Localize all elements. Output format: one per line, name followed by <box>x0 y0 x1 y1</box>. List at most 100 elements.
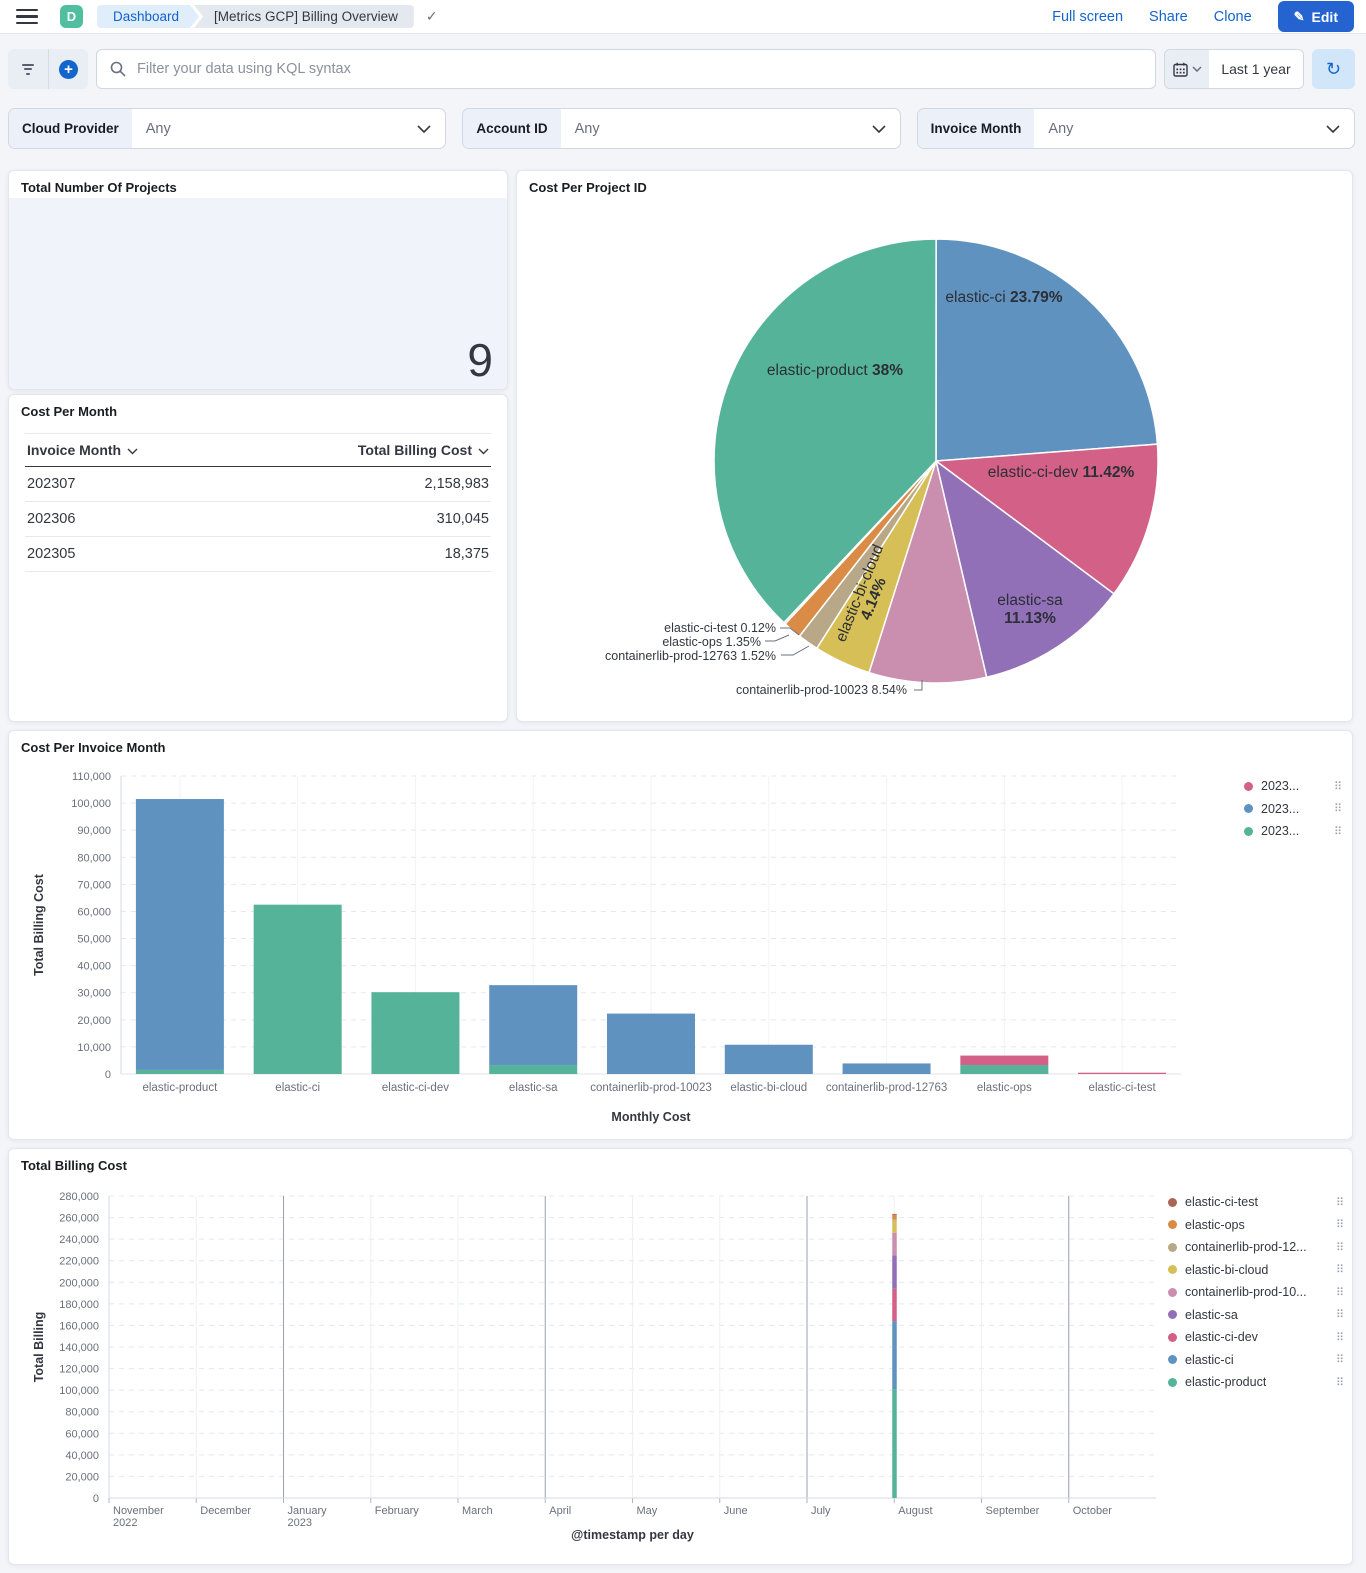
ts-segment-elastic-sa[interactable] <box>892 1255 897 1289</box>
filter-invoice-month[interactable]: Invoice Month Any <box>916 108 1355 149</box>
bar-chart-legend: 2023... ⠿ 2023... ⠿ 2023... ⠿ <box>1244 779 1342 838</box>
filter-cloud-provider[interactable]: Cloud Provider Any <box>8 108 447 149</box>
chevron-down-icon <box>1326 124 1354 133</box>
kql-search-input[interactable] <box>97 50 1155 88</box>
ts-segment-elastic-ops[interactable] <box>892 1214 897 1220</box>
filter-account-id[interactable]: Account ID Any <box>462 108 901 149</box>
svg-text:elastic-ci 23.79%: elastic-ci 23.79% <box>945 289 1062 306</box>
ts-legend-item[interactable]: containerlib-prod-10... ⠿ <box>1168 1285 1344 1299</box>
svg-text:60,000: 60,000 <box>77 906 111 918</box>
date-picker-calendar-button[interactable] <box>1165 50 1209 88</box>
breadcrumb-dashboard[interactable]: Dashboard <box>97 5 199 28</box>
legend-color-dot <box>1168 1197 1177 1207</box>
ts-segment-containerlib-prod-10023[interactable] <box>892 1232 897 1256</box>
legend-actions-icon[interactable]: ⠿ <box>1333 803 1342 815</box>
bar-containerlib-prod-10023[interactable] <box>607 1013 695 1074</box>
filter-icon <box>22 63 34 75</box>
bar-elastic-sa[interactable] <box>489 1065 578 1074</box>
add-filter-button[interactable]: + <box>48 49 88 89</box>
svg-text:June: June <box>724 1505 748 1517</box>
bar-legend-item[interactable]: 2023... ⠿ <box>1244 802 1342 816</box>
ts-legend-item[interactable]: elastic-product ⠿ <box>1168 1375 1344 1389</box>
full-screen-link[interactable]: Full screen <box>1052 8 1124 25</box>
legend-actions-icon[interactable]: ⠿ <box>1335 1241 1344 1254</box>
svg-text:2022: 2022 <box>113 1517 137 1529</box>
cost-per-month-table: Invoice Month Total Billing Cost 202307 2… <box>25 433 491 572</box>
bar-elastic-ci[interactable] <box>253 904 342 1074</box>
bar-containerlib-prod-12763[interactable] <box>842 1063 931 1074</box>
bar-legend-item[interactable]: 2023... ⠿ <box>1244 779 1342 793</box>
filter-button-group: + <box>8 49 88 89</box>
svg-text:10,000: 10,000 <box>77 1042 111 1054</box>
column-header-label: Invoice Month <box>27 442 122 458</box>
column-header-invoice-month[interactable]: Invoice Month <box>25 433 240 467</box>
ts-legend-item[interactable]: elastic-ci ⠿ <box>1168 1353 1344 1367</box>
share-link[interactable]: Share <box>1149 8 1188 25</box>
svg-text:260,000: 260,000 <box>59 1213 99 1225</box>
pie-slice-elastic-ci[interactable] <box>935 238 1159 462</box>
panel-title: Cost Per Month <box>21 404 118 419</box>
legend-actions-icon[interactable]: ⠿ <box>1333 825 1342 838</box>
legend-actions-icon[interactable]: ⠿ <box>1335 1309 1344 1321</box>
pie-slice-elastic-product[interactable] <box>713 238 937 624</box>
bar-elastic-ci-test[interactable] <box>1078 1072 1167 1074</box>
menu-toggle-button[interactable] <box>16 9 38 24</box>
time-range-value[interactable]: Last 1 year <box>1209 50 1303 88</box>
ts-segment-elastic-product[interactable] <box>892 1389 897 1498</box>
legend-actions-icon[interactable]: ⠿ <box>1335 1376 1344 1389</box>
bar-elastic-ops[interactable] <box>960 1055 1049 1066</box>
clone-link[interactable]: Clone <box>1213 8 1252 25</box>
bar-legend-item[interactable]: 2023... ⠿ <box>1244 824 1342 838</box>
ts-legend-item[interactable]: elastic-ci-dev ⠿ <box>1168 1330 1344 1344</box>
svg-text:elastic-sa: elastic-sa <box>997 592 1063 609</box>
edit-button[interactable]: ✎ Edit <box>1277 1 1354 32</box>
legend-label: elastic-ci <box>1185 1352 1234 1367</box>
legend-actions-icon[interactable]: ⠿ <box>1335 1286 1344 1299</box>
bar-elastic-sa[interactable] <box>489 985 578 1066</box>
refresh-button[interactable]: ↻ <box>1312 49 1355 89</box>
legend-actions-icon[interactable]: ⠿ <box>1335 1331 1344 1344</box>
ts-segment-elastic-ci-dev[interactable] <box>892 1288 897 1322</box>
column-header-total-billing-cost[interactable]: Total Billing Cost <box>239 433 491 467</box>
svg-text:August: August <box>898 1505 932 1517</box>
panel-cost-per-month: Cost Per Month Invoice Month Total Billi… <box>8 394 508 722</box>
pie-slice-containerlib-prod-10023[interactable] <box>868 458 988 684</box>
panel-cost-per-invoice-month: Cost Per Invoice Month 0 10,000 20,000 30,0… <box>8 730 1353 1140</box>
space-avatar[interactable]: D <box>60 5 83 28</box>
ts-legend-item[interactable]: containerlib-prod-12... ⠿ <box>1168 1240 1344 1254</box>
pie-slice-elastic-ci-dev[interactable] <box>933 443 1159 595</box>
bar-elastic-product[interactable] <box>135 1069 224 1074</box>
legend-color-dot <box>1168 1220 1177 1229</box>
svg-text:40,000: 40,000 <box>65 1450 99 1462</box>
filter-controls: Cloud Provider Any Account ID Any Invoic… <box>8 108 1355 149</box>
ts-legend-item[interactable]: elastic-ops ⠿ <box>1168 1218 1344 1232</box>
legend-actions-icon[interactable]: ⠿ <box>1335 1354 1344 1366</box>
legend-label: elastic-ci-test <box>1185 1195 1258 1209</box>
legend-actions-icon[interactable]: ⠿ <box>1335 1219 1344 1231</box>
panel-title: Cost Per Project ID <box>529 180 647 195</box>
bar-elastic-ci-dev[interactable] <box>371 992 460 1074</box>
legend-color-dot <box>1244 804 1253 813</box>
svg-text:280,000: 280,000 <box>59 1191 99 1203</box>
bar-elastic-bi-cloud[interactable] <box>724 1044 813 1074</box>
saved-query-menu-button[interactable] <box>8 49 48 89</box>
svg-text:110,000: 110,000 <box>72 771 111 783</box>
check-icon[interactable]: ✓ <box>425 8 438 24</box>
metric-value: 9 <box>467 334 493 386</box>
pie-slice-elastic-sa[interactable] <box>934 459 1115 679</box>
ts-legend-item[interactable]: elastic-ci-test ⠿ <box>1168 1195 1344 1209</box>
ts-segment-elastic-bi-cloud[interactable] <box>892 1220 897 1233</box>
time-series-chart: 0 20,000 40,000 60,000 80,000 100,000 120,000 1… <box>32 1191 1156 1542</box>
ts-legend-item[interactable]: elastic-sa ⠿ <box>1168 1308 1344 1322</box>
ts-segment-containerlib-prod-12763[interactable] <box>892 1219 897 1221</box>
svg-text:90,000: 90,000 <box>77 825 111 837</box>
bar-elastic-product[interactable] <box>135 799 224 1070</box>
search-icon <box>110 61 126 77</box>
legend-actions-icon[interactable]: ⠿ <box>1333 780 1342 793</box>
ts-segment-elastic-ci[interactable] <box>892 1321 897 1390</box>
ts-legend-item[interactable]: elastic-bi-cloud ⠿ <box>1168 1263 1344 1277</box>
bar-elastic-ops[interactable] <box>960 1065 1049 1074</box>
legend-actions-icon[interactable]: ⠿ <box>1335 1264 1344 1276</box>
legend-actions-icon[interactable]: ⠿ <box>1335 1196 1344 1209</box>
ts-segment-elastic-ci-test[interactable] <box>892 1213 897 1215</box>
